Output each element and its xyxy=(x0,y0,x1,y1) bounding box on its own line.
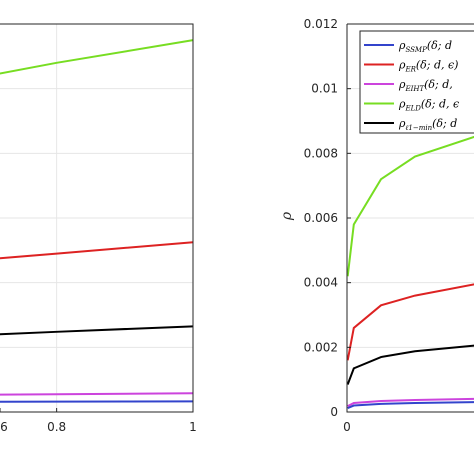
left-chart-panel: 6 0.8 1 xyxy=(0,23,197,434)
left-gridlines xyxy=(0,24,193,412)
right-y-tick-label: 0 xyxy=(330,405,338,419)
legend-box xyxy=(359,30,474,134)
right-y-tick-label: 0.006 xyxy=(304,211,338,225)
left-x-tick-label: 0.8 xyxy=(47,420,66,434)
right-y-tick-label: 0.01 xyxy=(311,82,338,96)
right-y-ticks: 0 0.002 0.004 0.006 0.008 0.01 0.012 xyxy=(304,17,351,419)
left-series-line-2 xyxy=(0,325,194,336)
right-series-line-2 xyxy=(346,344,474,385)
right-series-line-1 xyxy=(346,283,474,361)
left-series-lines xyxy=(0,39,194,403)
right-y-axis-label: ρ xyxy=(279,211,295,221)
legend-entry: ρEIHT(δ; d, xyxy=(398,78,453,93)
left-series-line-3 xyxy=(0,392,194,396)
right-series-line-0 xyxy=(346,135,474,277)
right-series-lines xyxy=(346,135,474,410)
left-axes-box xyxy=(0,23,194,413)
right-y-tick-label: 0.004 xyxy=(304,276,338,290)
left-x-tick-label: 6 xyxy=(0,420,8,434)
left-series-line-1 xyxy=(0,241,194,260)
right-x-tick-label: 0 xyxy=(343,420,351,434)
left-x-ticks: 6 0.8 1 xyxy=(0,408,197,434)
left-series-line-0 xyxy=(0,39,194,75)
right-legend: ρSSMP(δ; d ρER(δ; d, ϵ) ρEIHT(δ; d, ρELD(δ;… xyxy=(359,30,474,134)
right-series-line-4 xyxy=(347,401,474,410)
legend-entry: ρℓ1−min(δ; d xyxy=(398,117,457,132)
legend-entry: ρER(δ; d, ϵ) xyxy=(398,59,458,74)
right-y-tick-label: 0.012 xyxy=(304,17,338,31)
right-y-tick-label: 0.002 xyxy=(304,340,338,354)
legend-entry: ρSSMP(δ; d xyxy=(398,39,452,54)
left-x-tick-label: 1 xyxy=(189,420,197,434)
left-series-line-4 xyxy=(0,400,194,403)
legend-entry: ρELD(δ; d, ϵ xyxy=(398,98,459,113)
right-series-line-3 xyxy=(347,397,474,408)
right-y-tick-label: 0.008 xyxy=(304,146,338,160)
